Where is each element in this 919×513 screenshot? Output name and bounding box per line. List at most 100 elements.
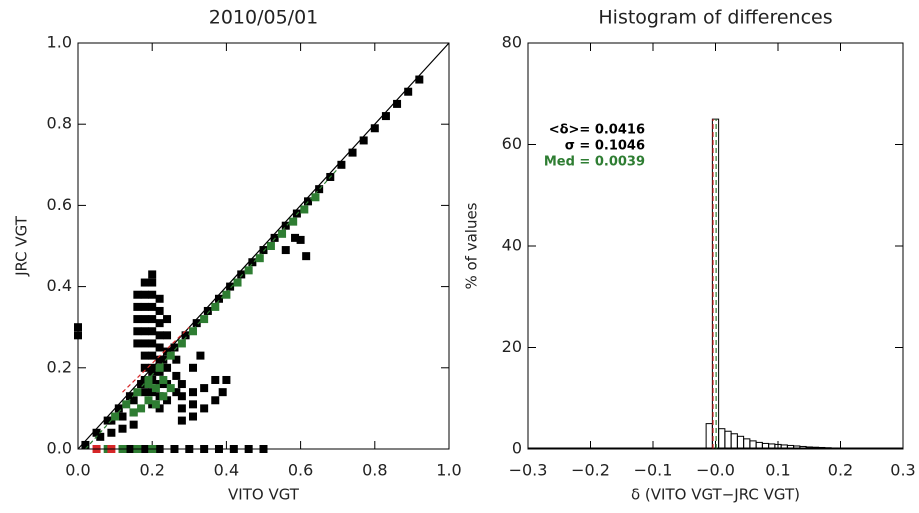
density-cell [140,315,149,324]
density-cell [155,331,164,340]
density-cell [114,404,123,413]
density-cell [122,400,131,409]
density-cell [148,367,157,376]
density-cell [300,205,309,214]
density-cell [172,371,181,380]
density-cell [163,331,172,340]
x-axis-label: δ (VITO VGT−JRC VGT) [631,486,800,504]
density-cell [133,315,142,324]
density-cell [140,327,149,336]
density-cell [177,416,186,425]
density-cell [172,355,181,364]
density-cell [237,270,246,279]
density-cell [211,302,220,311]
y-axis-label: JRC VGT [13,215,31,277]
density-cell [140,388,149,397]
density-cell [148,327,157,336]
annotation: Med = 0.0039 [544,155,645,170]
density-cell [248,258,257,267]
density-cell [159,375,168,384]
density-cell [177,404,186,413]
chart-title: Histogram of differences [598,7,832,29]
x-tick-label: −0.3 [509,461,548,480]
y-tick-label: 0.8 [47,114,72,133]
density-cell [151,384,160,393]
x-tick-label: 0.2 [828,461,853,480]
density-cell [148,315,157,324]
density-cell [129,420,138,429]
density-cell [302,252,311,261]
density-cell [140,290,149,299]
density-cell [189,388,198,397]
density-cell [148,339,157,348]
density-cell [133,339,142,348]
density-cell [166,384,175,393]
density-cell [163,396,172,405]
density-cell [151,400,160,409]
density-cell [155,363,164,372]
density-cell [393,99,402,108]
density-cell [137,380,146,389]
density-cell [133,302,142,311]
density-cell [222,290,231,299]
x-tick-label: 0.4 [214,461,239,480]
density-cell [291,233,300,242]
y-tick-label: 20 [502,337,522,356]
x-tick-label: 0.1 [765,461,790,480]
x-tick-label: 0.3 [890,461,915,480]
density-cell [166,351,175,360]
density-cell [133,327,142,336]
density-cell [177,380,186,389]
density-cell [81,440,90,449]
density-cell [211,375,220,384]
density-cell [133,388,142,397]
reference-line [77,42,450,450]
density-cell [172,388,181,397]
density-cell [118,412,127,421]
density-cell [177,392,186,401]
density-cell [259,246,268,255]
chart-title: 2010/05/01 [209,7,319,29]
density-cell [137,404,146,413]
y-axis-label: % of values [463,202,481,289]
density-cell [211,396,220,405]
density-cell [278,229,287,238]
x-tick-label: 0.8 [362,461,387,480]
density-cell [155,367,164,376]
density-cell [196,351,205,360]
density-cell [155,306,164,315]
y-tick-label: 0.2 [47,357,72,376]
density-cell [148,388,157,397]
density-cell [200,315,209,324]
density-cell [189,412,198,421]
y-tick-label: 0 [512,439,522,458]
density-cell [311,193,320,202]
density-cell [133,290,142,299]
density-cell [144,396,153,405]
y-tick-label: 0.4 [47,276,72,295]
density-cell [155,319,164,328]
density-cell [140,363,149,372]
annotation: σ = 0.1046 [565,139,645,154]
density-cell [226,282,235,291]
density-cell [163,315,172,324]
density-cell [144,380,153,389]
y-tick-label: 0.6 [47,195,72,214]
density-cell [200,404,209,413]
density-cell [359,136,368,145]
density-cell [415,75,424,84]
y-tick-label: 60 [502,134,522,153]
x-tick-label: 0.6 [288,461,313,480]
density-cell [148,302,157,311]
x-tick-label: −0.2 [571,461,610,480]
histogram-bar [730,433,738,450]
density-cell [96,432,105,441]
y-tick-label: 0.0 [47,439,72,458]
density-cell [163,380,172,389]
x-axis-label: VITO VGT [228,486,300,504]
annotation: <δ>= 0.0416 [549,123,645,138]
y-tick-label: 80 [502,33,522,52]
density-cell [370,124,379,133]
density-cell [148,290,157,299]
